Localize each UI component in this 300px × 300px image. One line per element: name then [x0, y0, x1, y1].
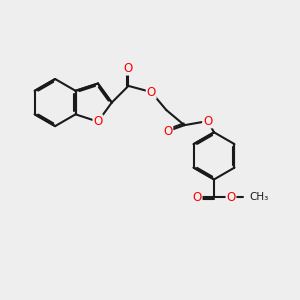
Text: CH₃: CH₃ [249, 192, 268, 202]
Text: O: O [147, 85, 156, 98]
Text: O: O [93, 115, 103, 128]
Text: O: O [226, 190, 236, 204]
Text: O: O [163, 124, 172, 138]
Text: O: O [203, 115, 212, 128]
Text: O: O [124, 62, 133, 75]
Text: O: O [193, 190, 202, 204]
